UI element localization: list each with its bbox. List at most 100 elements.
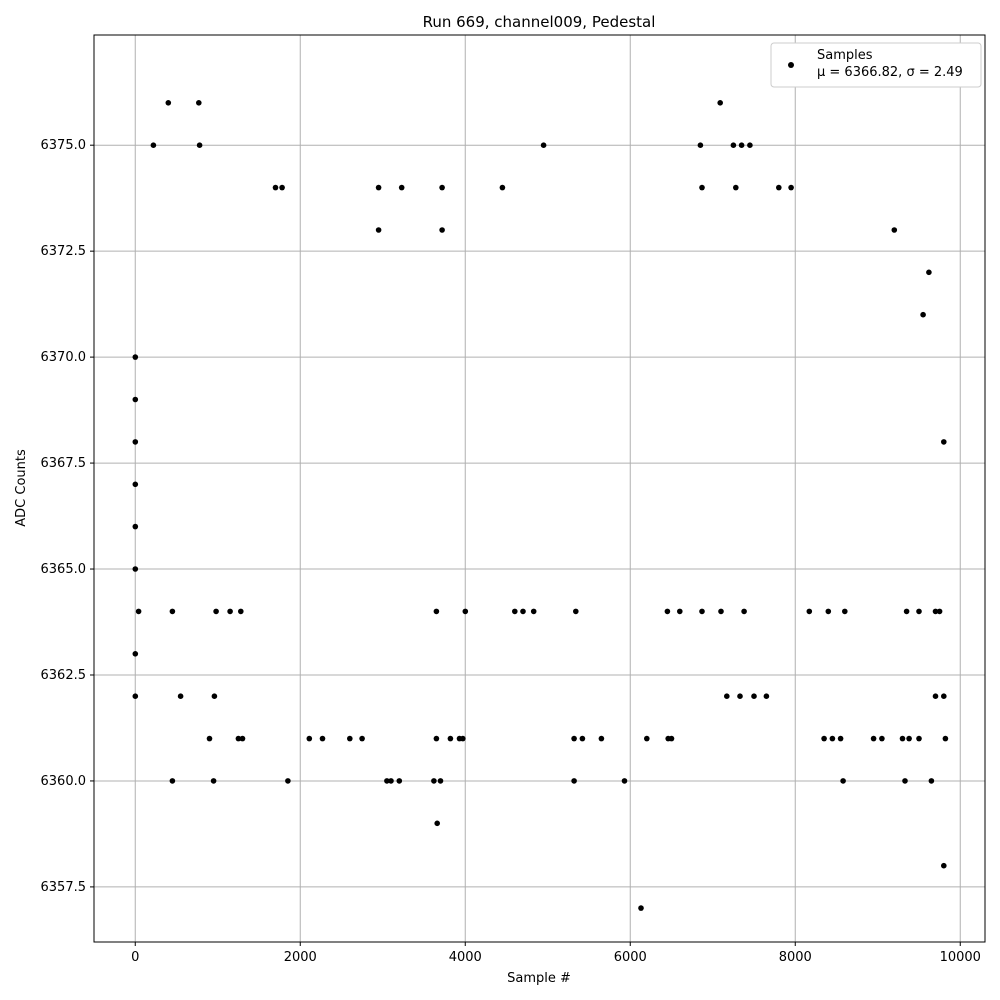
data-point xyxy=(196,100,202,106)
x-tick-label: 2000 xyxy=(284,950,317,965)
chart-title: Run 669, channel009, Pedestal xyxy=(423,13,656,31)
y-tick-label: 6360.0 xyxy=(41,774,87,789)
data-point xyxy=(520,608,526,615)
data-point xyxy=(621,778,628,784)
y-tick-label: 6365.0 xyxy=(41,562,87,577)
data-point xyxy=(433,608,440,615)
data-point xyxy=(941,693,947,699)
tick-layer: 0 2000 4000 6000 8000 10000 6357.5 6360.0 6362.5… xyxy=(41,138,981,965)
data-point xyxy=(530,608,537,615)
data-point xyxy=(741,608,747,615)
data-point xyxy=(573,608,579,615)
data-point xyxy=(903,608,910,615)
data-point xyxy=(579,735,586,742)
data-point xyxy=(733,184,739,191)
data-point xyxy=(177,693,184,699)
data-point xyxy=(319,735,326,742)
grid-layer xyxy=(94,35,985,942)
data-point xyxy=(916,608,922,615)
data-point xyxy=(941,862,947,869)
data-point xyxy=(150,142,157,148)
data-point xyxy=(821,735,827,742)
data-point xyxy=(788,184,794,191)
data-point xyxy=(737,693,743,699)
data-point xyxy=(776,184,782,191)
data-point xyxy=(842,608,848,615)
data-point xyxy=(571,735,577,742)
data-point xyxy=(697,142,704,148)
data-point xyxy=(891,227,898,233)
data-point xyxy=(135,608,142,615)
data-point xyxy=(540,142,547,148)
data-point xyxy=(906,735,912,742)
data-point xyxy=(462,608,469,615)
data-point xyxy=(664,608,671,615)
data-point xyxy=(169,778,176,784)
data-point xyxy=(499,184,506,191)
data-point xyxy=(132,651,139,657)
data-point xyxy=(751,693,757,699)
y-tick-label: 6357.5 xyxy=(41,880,87,895)
y-tick-label: 6375.0 xyxy=(41,138,87,153)
y-tick-label: 6362.5 xyxy=(41,668,87,683)
data-point xyxy=(272,184,279,191)
data-point xyxy=(388,778,394,784)
data-point xyxy=(165,100,172,106)
data-point xyxy=(375,184,382,191)
data-point xyxy=(434,820,441,827)
data-point xyxy=(238,608,244,615)
points-layer xyxy=(132,100,949,911)
data-point xyxy=(932,693,939,699)
data-point xyxy=(942,735,949,742)
data-point xyxy=(447,735,454,742)
data-point xyxy=(398,184,405,191)
legend-box xyxy=(770,42,982,88)
data-point xyxy=(437,778,444,784)
data-point xyxy=(837,735,844,742)
data-point xyxy=(899,735,906,742)
plot-frame xyxy=(93,34,986,943)
x-axis-label: Sample # xyxy=(507,971,571,986)
data-point xyxy=(206,735,213,742)
data-point xyxy=(132,481,139,488)
data-point xyxy=(279,184,285,191)
x-tick-label: 4000 xyxy=(449,950,482,965)
x-tick-label: 10000 xyxy=(940,950,981,965)
data-point xyxy=(598,735,605,742)
data-point xyxy=(879,735,885,742)
data-point xyxy=(285,778,291,784)
x-tick-label: 0 xyxy=(131,950,139,965)
data-point xyxy=(936,608,943,615)
data-point xyxy=(211,693,218,699)
y-axis-label: ADC Counts xyxy=(14,449,29,527)
legend-marker xyxy=(788,62,794,68)
data-point xyxy=(210,778,217,784)
data-point xyxy=(571,778,577,784)
data-point xyxy=(829,735,836,742)
data-point xyxy=(431,778,437,784)
data-point xyxy=(916,735,922,742)
data-point xyxy=(375,227,382,233)
data-point xyxy=(699,184,705,191)
data-point xyxy=(644,735,650,742)
data-point xyxy=(738,142,745,148)
data-point xyxy=(902,778,908,784)
data-point xyxy=(747,142,753,148)
data-point xyxy=(433,735,440,742)
data-point xyxy=(512,608,518,615)
data-point xyxy=(132,693,139,699)
data-point xyxy=(920,311,926,318)
data-point xyxy=(227,608,233,615)
data-point xyxy=(439,227,445,233)
data-point xyxy=(763,693,770,699)
data-point xyxy=(718,608,724,615)
data-point xyxy=(941,439,947,445)
data-point xyxy=(932,608,939,615)
data-point xyxy=(239,735,246,742)
y-tick-label: 6372.5 xyxy=(41,244,87,259)
data-point xyxy=(825,608,832,615)
data-point xyxy=(132,523,139,530)
data-point xyxy=(926,269,932,276)
data-point xyxy=(928,778,935,784)
